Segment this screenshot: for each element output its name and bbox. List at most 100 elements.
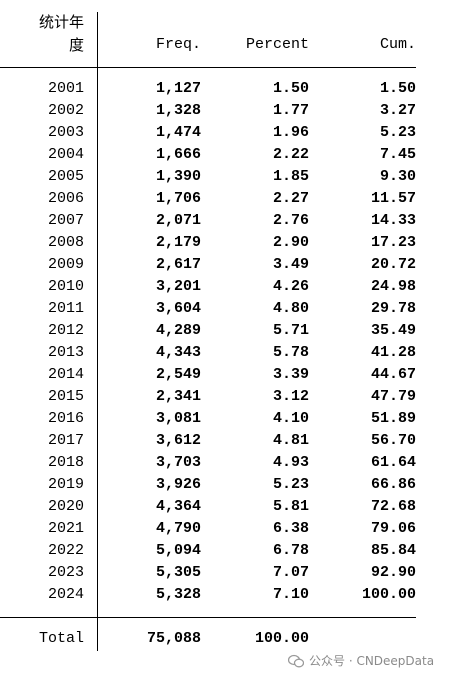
row-label: 2010: [47, 278, 84, 295]
watermark: 公众号 · CNDeepData: [309, 654, 435, 668]
column-header: Freq.: [155, 36, 201, 53]
cell-value: 79.06: [370, 520, 416, 537]
cell-value: 1,666: [155, 146, 201, 163]
row-label: 2013: [47, 344, 84, 361]
row-label: 2009: [47, 256, 84, 273]
cell-value: 3,703: [155, 454, 201, 471]
row-label: 2001: [47, 80, 84, 97]
cell-value: 3,201: [155, 278, 201, 295]
cell-value: 44.67: [370, 366, 416, 383]
cell-value: 56.70: [370, 432, 416, 449]
cell-value: 3.49: [272, 256, 309, 273]
cell-value: 2,341: [155, 388, 201, 405]
row-label: 2015: [47, 388, 84, 405]
cell-value: 4,289: [155, 322, 201, 339]
cell-value: 4.10: [272, 410, 309, 427]
row-label: 2017: [47, 432, 84, 449]
cell-value: 11.57: [370, 190, 416, 207]
cell-value: 6.38: [272, 520, 309, 537]
cell-value: 5.71: [272, 322, 309, 339]
row-label: 2011: [47, 300, 84, 317]
column-header: Cum.: [379, 36, 416, 53]
cell-value: 1.96: [272, 124, 309, 141]
cell-value: 3.39: [272, 366, 309, 383]
cell-value: 3,081: [155, 410, 201, 427]
header-label: 统计年度: [38, 13, 84, 54]
cell-value: 3,604: [155, 300, 201, 317]
cell-value: 1.50: [379, 80, 416, 97]
row-label: 2018: [47, 454, 84, 471]
cell-value: 9.30: [379, 168, 416, 185]
cell-value: 2,071: [155, 212, 201, 229]
cell-value: 5.23: [379, 124, 416, 141]
cell-value: 3,926: [155, 476, 201, 493]
watermark-box: 公众号 · CNDeepData: [288, 652, 434, 669]
row-label: 2002: [47, 102, 84, 119]
cell-value: 29.78: [370, 300, 416, 317]
cell-value: 5,305: [155, 564, 201, 581]
cell-value: 5,094: [155, 542, 201, 559]
cell-value: 4.26: [272, 278, 309, 295]
cell-value: 61.64: [370, 454, 416, 471]
cell-value: 41.28: [370, 344, 416, 361]
cell-value: 4.93: [272, 454, 309, 471]
row-label: 2003: [47, 124, 84, 141]
cell-value: 35.49: [370, 322, 416, 339]
total-value: 100.00: [254, 630, 309, 647]
cell-value: 1,474: [155, 124, 201, 141]
cell-value: 66.86: [370, 476, 416, 493]
total-label: Total: [38, 630, 84, 647]
cell-value: 92.90: [370, 564, 416, 581]
row-label: 2012: [47, 322, 84, 339]
cell-value: 5.23: [272, 476, 309, 493]
cell-value: 6.78: [272, 542, 309, 559]
cell-value: 7.07: [272, 564, 309, 581]
cell-value: 2.22: [272, 146, 309, 163]
row-label: 2006: [47, 190, 84, 207]
cell-value: 4,364: [155, 498, 201, 515]
cell-value: 1.50: [272, 80, 309, 97]
column-header: Percent: [245, 36, 309, 53]
cell-value: 7.45: [379, 146, 416, 163]
cell-value: 47.79: [370, 388, 416, 405]
row-label: 2007: [47, 212, 84, 229]
cell-value: 4.81: [272, 432, 309, 449]
cell-value: 51.89: [370, 410, 416, 427]
row-label: 2014: [47, 366, 84, 383]
row-label: 2016: [47, 410, 84, 427]
cell-value: 7.10: [272, 586, 309, 603]
watermark-icon: [288, 654, 304, 667]
cell-value: 2,179: [155, 234, 201, 251]
cell-value: 5,328: [155, 586, 201, 603]
header-rule: [0, 67, 416, 68]
cell-value: 100.00: [361, 586, 416, 603]
cell-value: 1.77: [272, 102, 309, 119]
cell-value: 20.72: [370, 256, 416, 273]
cell-value: 1,706: [155, 190, 201, 207]
cell-value: 3.12: [272, 388, 309, 405]
cell-value: 1,390: [155, 168, 201, 185]
cell-value: 3,612: [155, 432, 201, 449]
cell-value: 2.27: [272, 190, 309, 207]
row-label: 2023: [47, 564, 84, 581]
cell-value: 3.27: [379, 102, 416, 119]
cell-value: 4.80: [272, 300, 309, 317]
row-label: 2005: [47, 168, 84, 185]
cell-value: 1.85: [272, 168, 309, 185]
row-label: 2019: [47, 476, 84, 493]
row-label: 2008: [47, 234, 84, 251]
cell-value: 5.78: [272, 344, 309, 361]
cell-value: 1,328: [155, 102, 201, 119]
cell-value: 14.33: [370, 212, 416, 229]
total-rule: [0, 617, 416, 618]
cell-value: 2,549: [155, 366, 201, 383]
column-separator: [97, 12, 98, 651]
cell-value: 2.76: [272, 212, 309, 229]
cell-value: 4,343: [155, 344, 201, 361]
cell-value: 72.68: [370, 498, 416, 515]
cell-value: 2.90: [272, 234, 309, 251]
row-label: 2020: [47, 498, 84, 515]
row-label: 2022: [47, 542, 84, 559]
cell-value: 85.84: [370, 542, 416, 559]
